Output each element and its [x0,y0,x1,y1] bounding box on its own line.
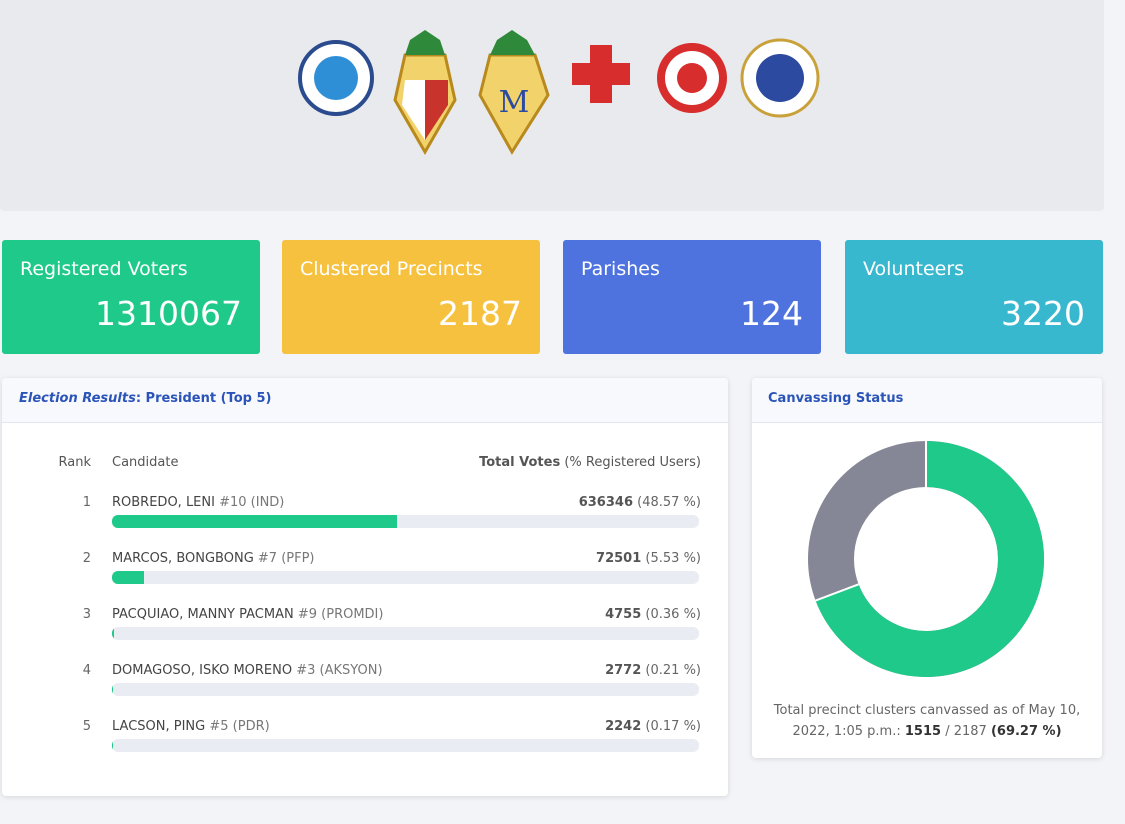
votes: 72501 (5.53 %) [596,551,701,566]
stat-label: Clustered Precincts [300,258,483,280]
vote-count: 4755 [605,607,642,622]
stat-label: Parishes [581,258,660,280]
candidate-name: ROBREDO, LENI [112,495,215,510]
rank: 5 [82,719,91,734]
bar [112,683,114,696]
bar-track [112,627,699,640]
rank: 1 [82,495,91,510]
vote-count: 636346 [578,495,633,510]
vote-percent: (5.53 %) [645,551,701,566]
candidate-tag: #5 (PDR) [209,719,270,734]
stat-value: 124 [740,294,803,333]
candidate: LACSON, PING #5 (PDR) [112,719,270,734]
canvass-card: Canvassing Status Total precinct cluster… [752,378,1102,758]
votes: 4755 (0.36 %) [605,607,701,622]
stat-card: Volunteers 3220 [845,240,1103,354]
donut-divider [815,583,859,602]
donut-chart [808,441,1044,677]
votes-header: Total Votes (% Registered Users) [479,455,701,470]
results-title: Election Results: President (Top 5) [19,391,271,406]
candidate-tag: #10 (IND) [219,495,285,510]
bar-track [112,683,699,696]
donut-canvassed [815,441,1044,677]
candidate: MARCOS, BONGBONG #7 (PFP) [112,551,315,566]
canvass-caption: Total precinct clusters canvassed as of … [766,700,1088,742]
total-count: 2187 [953,724,987,739]
bar-track [112,571,699,584]
rank: 2 [82,551,91,566]
canvassed-percent: (69.27 %) [990,724,1062,739]
candidate-name: MARCOS, BONGBONG [112,551,254,566]
separator: / [945,724,950,739]
votes: 636346 (48.57 %) [579,495,701,510]
candidate: ROBREDO, LENI #10 (IND) [112,495,284,510]
results-title-text: : President (Top 5) [135,391,272,406]
logo-header: M [0,0,1104,211]
candidate-tag: #7 (PFP) [257,551,315,566]
vote-percent: (48.57 %) [637,495,701,510]
results-card-header: Election Results: President (Top 5) [2,378,728,423]
candidate-name: DOMAGOSO, ISKO MORENO [112,663,293,678]
bar [112,627,115,640]
votes-header-note: (% Registered Users) [564,455,701,470]
canvassed-count: 1515 [904,724,942,739]
votes: 2242 (0.17 %) [605,719,701,734]
rank: 3 [82,607,91,622]
vote-count: 2242 [605,719,642,734]
vote-count: 72501 [596,551,642,566]
results-card: Election Results: President (Top 5) Rank… [2,378,728,796]
stat-card: Clustered Precincts 2187 [282,240,540,354]
rank-header: Rank [58,455,91,470]
candidate: DOMAGOSO, ISKO MORENO #3 (AKSYON) [112,663,383,678]
caption-text: Total precinct clusters canvassed as of … [773,703,1081,739]
bar-track [112,515,699,528]
stat-value: 2187 [438,294,522,333]
bar [112,515,398,528]
candidate-header: Candidate [112,455,179,470]
vote-percent: (0.21 %) [645,663,701,678]
candidate: PACQUIAO, MANNY PACMAN #9 (PROMDI) [112,607,383,622]
vote-count: 2772 [605,663,642,678]
results-title-prefix: Election Results [19,391,136,406]
stat-label: Registered Voters [20,258,188,280]
vote-percent: (0.17 %) [645,719,701,734]
stat-value: 3220 [1001,294,1085,333]
logos: M [298,30,820,156]
stat-value: 1310067 [95,294,242,333]
candidate-name: PACQUIAO, MANNY PACMAN [112,607,294,622]
bar [112,571,145,584]
candidate-tag: #9 (PROMDI) [297,607,384,622]
stat-card: Parishes 124 [563,240,821,354]
bar [112,739,113,752]
svg-text:M: M [499,85,530,120]
candidate-name: LACSON, PING [112,719,206,734]
stat-label: Volunteers [863,258,965,280]
stat-card: Registered Voters 1310067 [2,240,260,354]
rank: 4 [82,663,91,678]
votes-header-main: Total Votes [479,455,561,470]
bar-track [112,739,699,752]
vote-percent: (0.36 %) [645,607,701,622]
candidate-tag: #3 (AKSYON) [296,663,383,678]
canvass-title: Canvassing Status [768,391,904,406]
votes: 2772 (0.21 %) [605,663,701,678]
canvass-card-header: Canvassing Status [752,378,1102,423]
